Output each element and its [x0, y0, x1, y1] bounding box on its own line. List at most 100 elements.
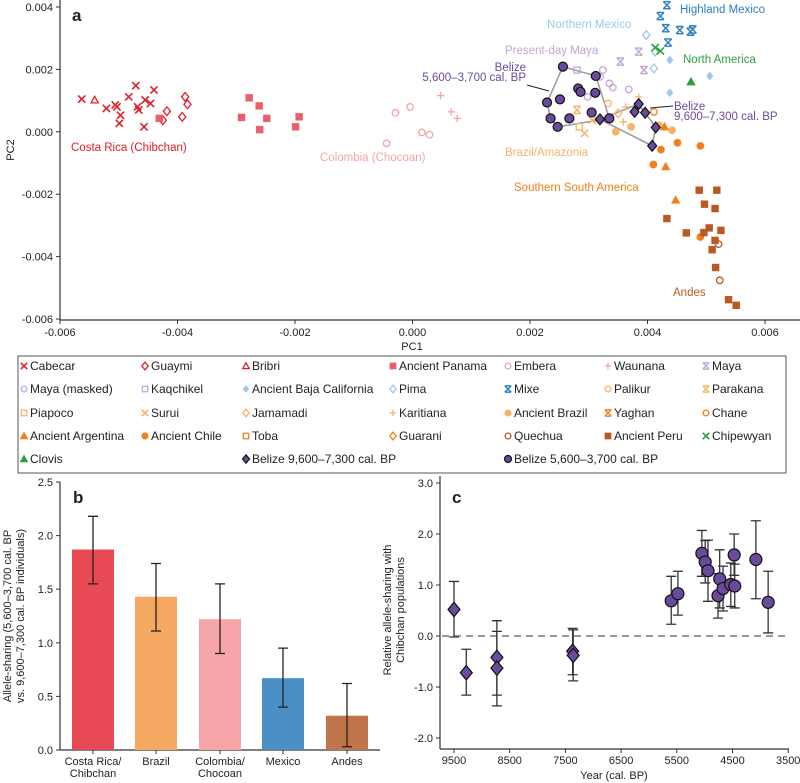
circle-icon: [504, 409, 512, 417]
point-belize-5-600-3-700-cal-bp: [604, 113, 615, 124]
legend-item-waunana: Waunana: [604, 359, 665, 373]
legend-item-clovis: Clovis: [19, 452, 63, 466]
y-tick-label: 0.5: [38, 691, 53, 703]
point-ancient-peru: [695, 186, 703, 194]
point-cabecar: [139, 122, 149, 131]
point-ancient-chile: [673, 138, 682, 147]
point-embera: [406, 102, 415, 111]
y-tick-label: -1.0: [414, 682, 433, 694]
group-label-andes: Andes: [673, 287, 706, 299]
data-point: [728, 579, 742, 593]
legend-label: Clovis: [30, 452, 63, 466]
point-embera: [382, 139, 391, 148]
data-point: [671, 587, 685, 601]
data-point: [701, 564, 715, 578]
legend-label: Guarani: [399, 429, 442, 443]
legend-label: Ancient Panama: [399, 359, 487, 373]
point-ancient-brazil: [627, 122, 635, 131]
point-belize-5-600-3-700-cal-bp: [590, 87, 601, 98]
legend-item-belize-9-600-7-300-cal-bp: Belize 9,600–7,300 cal. BP: [241, 452, 396, 466]
point-ancient-peru: [708, 246, 716, 254]
point-cabecar: [131, 81, 140, 90]
legend-item-cabecar: Cabecar: [20, 359, 75, 373]
circle-open-icon: [504, 362, 512, 370]
hull-belize-9-600-7-300-cal-bp: [598, 103, 657, 147]
point-belize-5-600-3-700-cal-bp: [557, 61, 569, 72]
legend-item-ancient-argentina: Ancient Argentina: [19, 429, 124, 443]
point-surui: [580, 129, 589, 138]
y-tick-label: 0.002: [25, 64, 53, 76]
legend-label: Bribri: [252, 359, 280, 373]
panel-b-y-label-line2: vs. 9,600–7,300 cal. BP individuals): [15, 529, 27, 703]
point-ancient-peru: [724, 295, 733, 304]
legend-item-piapoco: Piapoco: [20, 406, 74, 420]
diamond-icon: [242, 385, 250, 393]
legend-label: Ancient Argentina: [30, 429, 124, 443]
point-maya-masked: [608, 83, 617, 92]
point-guaymi: [183, 99, 192, 110]
point-pima: [641, 29, 651, 41]
x-tick-label: 6500: [609, 755, 633, 767]
diamond-open-icon: [388, 431, 398, 441]
point-ancient-panama: [155, 114, 163, 123]
panel-a-letter: a: [72, 6, 82, 25]
point-parakana: [572, 105, 582, 115]
panel-c-y-label-line1: Relative allele-sharing with: [382, 545, 394, 676]
point-surui: [588, 116, 597, 125]
point-maya: [639, 65, 649, 75]
legend-item-kaqchikel: Kaqchikel: [141, 382, 203, 396]
legend-item-guarani: Guarani: [388, 429, 442, 443]
x-tick-label: 3500: [776, 755, 800, 767]
data-point: [566, 647, 580, 664]
point-waunana: [447, 108, 455, 116]
point-cabecar: [133, 102, 142, 112]
point-cabecar: [124, 92, 133, 102]
error-bar: [278, 647, 288, 708]
point-cabecar: [102, 104, 111, 113]
legend-label: Yaghan: [614, 406, 654, 420]
group-label-colombia: Colombia (Chocoan): [320, 152, 426, 164]
point-mixe: [675, 25, 684, 35]
point-guaymi: [162, 105, 172, 117]
panel-c-x-label: Year (cal. BP): [580, 770, 647, 782]
square-icon: [604, 432, 612, 440]
group-label-brazil: Brazil/Amazonia: [505, 147, 589, 159]
group-label-highland-mexico: Highland Mexico: [680, 4, 765, 16]
point-belize-9-600-7-300-cal-bp: [639, 106, 651, 120]
diamond-open-icon: [241, 408, 251, 418]
point-chane: [650, 107, 658, 116]
point-kaqchikel: [573, 66, 581, 74]
belize-late-leader-line: [526, 84, 550, 92]
legend-label: Piapoco: [30, 406, 74, 420]
x-tick-label: 7500: [553, 755, 577, 767]
point-ancient-argentina: [670, 195, 681, 204]
point-karitiana: [622, 103, 630, 111]
group-label-northern-mexico: Northern Mexico: [547, 19, 631, 31]
point-belize-9-600-7-300-cal-bp: [594, 112, 606, 126]
x-tick-label: Mexico: [266, 756, 301, 768]
point-mixe: [663, 38, 673, 47]
legend-label: Pima: [399, 382, 427, 396]
point-clovis: [686, 76, 696, 86]
x-tick-label: -0.006: [44, 327, 75, 339]
y-tick-label: 1.5: [38, 584, 53, 596]
group-label-present-day-maya: Present-day Maya: [505, 45, 599, 57]
point-maya-masked: [605, 79, 614, 88]
legend-label: Mixe: [514, 382, 540, 396]
point-ancient-panama: [291, 123, 300, 131]
x-icon: [20, 362, 28, 370]
bar-group: Brazil: [135, 562, 177, 768]
point-guaymi: [177, 111, 187, 123]
x-tick-label: 5500: [665, 755, 689, 767]
bar-group: Costa Rica/Chibchan: [65, 515, 122, 780]
panel-c-time-series: 9500 8500 7500 6500 5500 4500 3500 3.0 2.0 1.0 0.0…: [382, 476, 800, 782]
y-tick-label: 1.0: [38, 638, 53, 650]
legend-label: Toba: [252, 429, 278, 443]
x-tick-label: Chocoan: [198, 768, 242, 780]
legend-item-ancient-panama: Ancient Panama: [389, 359, 487, 373]
point-mixe: [656, 11, 665, 21]
point-cabecar: [112, 102, 122, 112]
point-ancient-panama: [295, 113, 303, 121]
point-embera: [418, 128, 426, 137]
